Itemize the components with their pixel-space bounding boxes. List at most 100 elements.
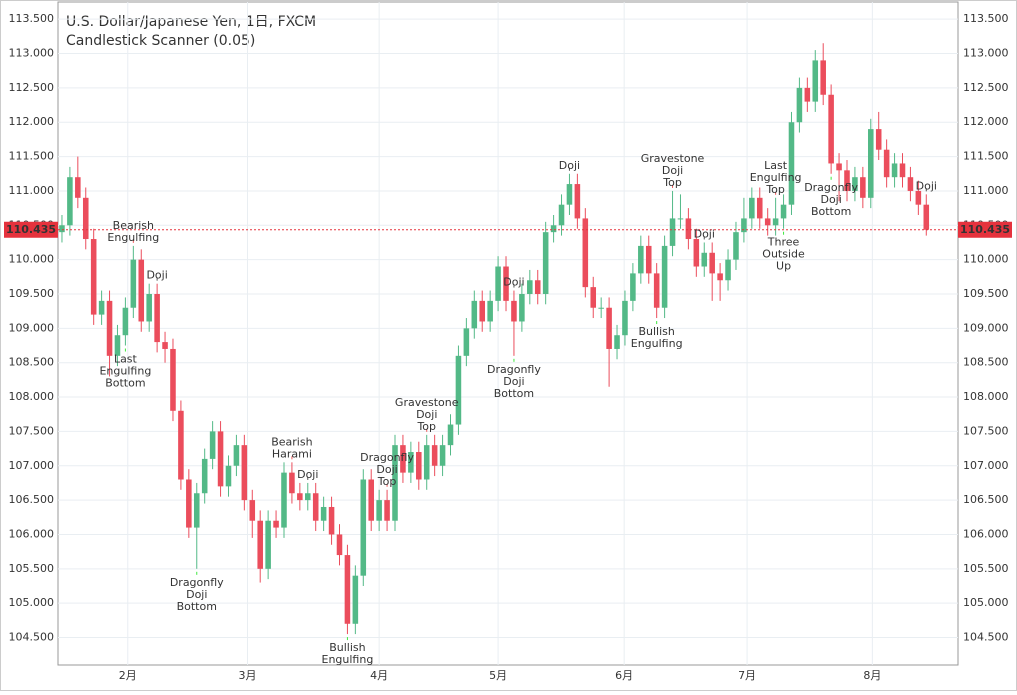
candle-body (439, 445, 446, 466)
annotation: Engulfing (322, 653, 374, 666)
candle-body (844, 170, 850, 191)
annotation: Doji (694, 227, 715, 240)
candle-body (178, 410, 184, 480)
candle-body (201, 458, 208, 494)
x-tick-label: 6月 (615, 669, 633, 682)
y-tick-label-right: 108.000 (963, 390, 1009, 403)
candle-body (146, 293, 152, 322)
candle-body (170, 348, 176, 411)
candle-body (772, 218, 779, 226)
candle-body (162, 342, 168, 349)
annotation: Doji (662, 164, 683, 177)
candle-body (130, 259, 137, 308)
annotation: Last (764, 159, 788, 172)
y-tick-label: 108.000 (9, 390, 55, 403)
candle-body (756, 197, 763, 219)
candle-body (209, 431, 216, 459)
candle-body (273, 520, 279, 528)
candle-body (701, 252, 708, 267)
annotation: Bullish (329, 641, 365, 654)
candle-body (479, 300, 486, 322)
y-tick-label-right: 104.500 (963, 631, 1009, 644)
candle-body (852, 177, 858, 191)
candle-body (796, 87, 803, 123)
x-tick-label: 3月 (239, 669, 257, 682)
candle-body (344, 555, 351, 624)
y-tick-label: 113.500 (9, 12, 55, 25)
y-tick-label: 105.000 (9, 596, 55, 609)
candle-body (534, 280, 541, 294)
candle-body (693, 239, 700, 267)
candle-body (661, 245, 668, 308)
y-tick-label-right: 110.000 (963, 253, 1009, 266)
y-tick-label: 112.000 (9, 115, 55, 128)
annotation: Gravestone (641, 152, 705, 165)
candle-body (820, 60, 826, 95)
candle-body (875, 129, 882, 150)
x-tick-label: 4月 (370, 669, 388, 682)
annotation: Three (767, 236, 800, 249)
y-tick-label: 104.500 (9, 631, 55, 644)
plot-border (57, 1, 959, 666)
candle-body (883, 149, 890, 178)
annotation: Engulfing (631, 337, 683, 350)
annotation: Doji (559, 159, 580, 172)
candle-body (257, 520, 263, 569)
y-tick-label-right: 109.500 (963, 287, 1009, 300)
candle-body (598, 307, 604, 309)
candle-body (804, 87, 811, 102)
candle-body (733, 232, 739, 260)
y-tick-label-right: 111.500 (963, 150, 1009, 163)
annotation: Dragonfly (170, 576, 224, 589)
y-tick-label-right: 109.000 (963, 321, 1009, 334)
y-tick-label-right: 113.000 (963, 47, 1009, 60)
y-tick-label-right: 107.000 (963, 459, 1009, 472)
candle-body (447, 424, 454, 446)
candle-body (780, 204, 787, 219)
last-price-tag (4, 221, 58, 238)
y-tick-label: 106.000 (9, 527, 55, 540)
annotation: Doji (186, 588, 207, 601)
candle-body (630, 273, 636, 301)
candle-body (320, 506, 327, 521)
annotation: Dragonfly (487, 363, 541, 376)
candle-body (606, 307, 612, 349)
candle-body (836, 163, 842, 171)
candle-body (193, 493, 200, 528)
candle-body (98, 300, 105, 315)
annotation: Doji (416, 408, 437, 421)
candle-body (106, 300, 113, 356)
candle-body (899, 163, 906, 178)
candle-body (265, 520, 271, 569)
candle-body (376, 500, 382, 521)
candle-body (225, 465, 232, 487)
candle-body (368, 479, 374, 521)
candle-body (542, 232, 549, 294)
candle-body (82, 197, 89, 240)
candle-body (67, 177, 73, 226)
candle-body (328, 506, 335, 535)
candle-body (336, 534, 343, 556)
candle-body (685, 218, 692, 240)
candle-body (154, 293, 160, 343)
candle-body (653, 273, 660, 308)
candle-body (400, 445, 406, 473)
candle-body (582, 218, 589, 288)
x-tick-label: 5月 (489, 669, 507, 682)
annotation: Last (114, 353, 138, 366)
y-tick-label: 107.000 (9, 459, 55, 472)
candle-body (764, 218, 771, 226)
candle-body (709, 252, 715, 274)
last-price-label: 110.435 (960, 223, 1010, 236)
candle-body (431, 445, 438, 466)
candle-body (384, 500, 390, 521)
annotation: Bearish (271, 435, 312, 448)
candle-body (352, 575, 359, 624)
annotation: Bottom (811, 205, 851, 218)
annotation: Top (377, 475, 397, 488)
y-tick-label-right: 105.000 (963, 596, 1009, 609)
candle-body (574, 184, 581, 219)
annotation: Doji (820, 193, 841, 206)
y-tick-label: 111.000 (9, 184, 55, 197)
